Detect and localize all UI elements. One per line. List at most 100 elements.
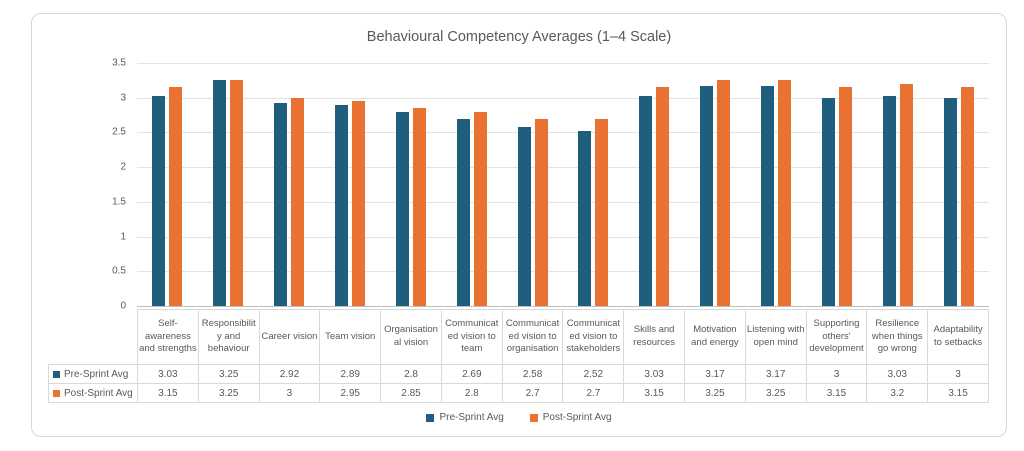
bar-group-skills-and-resources <box>624 63 685 306</box>
y-axis-tick-label: 1.5 <box>112 196 126 208</box>
category-header-cell: Self-awareness and strengths <box>137 309 199 365</box>
bar-pre-sprint-avg <box>517 126 531 306</box>
value-cell: 3.25 <box>197 383 260 403</box>
gridline <box>137 236 989 238</box>
category-header-cell: Listening with open mind <box>744 309 807 365</box>
data-table: Self-awareness and strengths Responsibili… <box>48 309 989 403</box>
plot-area: 0 0.5 1 1.5 2 2.5 3 3.5 <box>112 58 989 312</box>
chart-legend: Pre-Sprint Avg Post-Sprint Avg <box>32 412 1006 423</box>
bar-pre-sprint-avg <box>274 103 288 306</box>
bar-pre-sprint-avg <box>395 111 409 306</box>
category-header-cell: Organisational vision <box>380 309 442 365</box>
value-cell: 2.89 <box>319 364 382 384</box>
legend-item-pre-sprint-avg: Pre-Sprint Avg <box>426 412 504 423</box>
y-axis-tick-label: 3 <box>120 92 126 104</box>
value-cell: 3.15 <box>623 383 686 403</box>
bar-pre-sprint-avg <box>639 95 653 306</box>
gridline <box>137 306 989 307</box>
bar-group-communicated-vision-to-stakeholders <box>563 63 624 306</box>
category-header-cell: Communicated vision to team <box>440 309 503 365</box>
chart-title: Behavioural Competency Averages (1–4 Sca… <box>366 29 672 45</box>
bar-group-resilience-when-things-go-wrong <box>867 63 928 306</box>
bar-post-sprint-avg <box>595 118 609 306</box>
value-cell: 2.69 <box>440 364 503 384</box>
category-header-cell: Supporting others' development <box>805 309 868 365</box>
value-cell: 3.03 <box>623 364 686 384</box>
value-cell: 3.03 <box>866 364 929 384</box>
value-cell: 2.7 <box>562 383 625 403</box>
bar-post-sprint-avg <box>960 87 974 306</box>
bar-group-supporting-others-development <box>806 63 867 306</box>
bar-pre-sprint-avg <box>882 95 896 306</box>
table-corner-cell <box>49 310 138 365</box>
bar-pre-sprint-avg <box>213 80 227 306</box>
gridline <box>137 132 989 134</box>
series-row-post-sprint-avg: Post-Sprint Avg 3.15 3.25 3 2.95 2.85 2.8 2.7 2.… <box>48 383 989 403</box>
bar-pre-sprint-avg <box>821 97 835 306</box>
y-axis-tick-label: 0 <box>120 300 126 312</box>
bar-post-sprint-avg <box>656 87 670 306</box>
bar-group-adaptability-to-setbacks <box>928 63 989 306</box>
category-header-cell: Team vision <box>319 309 382 365</box>
bar-post-sprint-avg <box>534 118 548 306</box>
series-key-swatch <box>53 370 60 378</box>
bar-post-sprint-avg <box>473 111 487 306</box>
series-key-swatch <box>53 389 60 397</box>
bar-post-sprint-avg <box>291 97 305 306</box>
category-header-cell: Responsibility and behaviour <box>197 309 260 365</box>
category-header-cell: Resilience when things go wrong <box>866 309 929 365</box>
bar-group-communicated-vision-to-team <box>441 63 502 306</box>
series-name-cell: Pre-Sprint Avg <box>48 364 138 384</box>
series-row-pre-sprint-avg: Pre-Sprint Avg 3.03 3.25 2.92 2.89 2.8 2.69 2.5… <box>48 364 989 384</box>
bar-group-listening-with-open-mind <box>746 63 807 306</box>
bar-group-organisational-vision <box>380 63 441 306</box>
gridline <box>137 271 989 273</box>
category-header-cell: Adaptability to setbacks <box>927 309 989 365</box>
y-axis-tick-label: 3.5 <box>112 57 126 69</box>
category-header-cell: Communicated vision to organisation <box>501 309 564 365</box>
y-axis-tick-label: 2 <box>120 161 126 173</box>
value-cell: 3.25 <box>684 383 746 403</box>
bar-group-responsibility-and-behaviour <box>198 63 259 306</box>
bar-pre-sprint-avg <box>456 119 470 306</box>
y-axis-tick-label: 2.5 <box>112 126 126 138</box>
bar-pre-sprint-avg <box>943 97 957 306</box>
legend-swatch <box>426 413 435 422</box>
bar-post-sprint-avg <box>838 87 852 306</box>
gridline <box>137 97 989 99</box>
value-cell: 3.15 <box>805 383 868 403</box>
gridline <box>137 201 989 203</box>
category-header-cell: Skills and resources <box>623 309 686 365</box>
value-cell: 2.8 <box>440 383 503 403</box>
bar-post-sprint-avg <box>169 87 183 306</box>
value-cell: 3 <box>258 383 321 403</box>
bar-group-self-awareness-and-strengths <box>137 63 198 306</box>
gridline <box>137 63 989 64</box>
value-cell: 3.17 <box>744 364 807 384</box>
value-cell: 3 <box>927 364 989 384</box>
bar-pre-sprint-avg <box>152 95 166 306</box>
bar-group-motivation-and-energy <box>685 63 746 306</box>
bar-post-sprint-avg <box>778 80 792 306</box>
bar-post-sprint-avg <box>352 101 365 306</box>
value-cell: 2.95 <box>319 383 382 403</box>
legend-item-post-sprint-avg: Post-Sprint Avg <box>529 412 612 423</box>
value-cell: 3.25 <box>197 364 260 384</box>
legend-label: Pre-Sprint Avg <box>439 412 504 423</box>
bar-series <box>137 63 989 306</box>
value-cell: 3.17 <box>684 364 746 384</box>
value-cell: 2.7 <box>501 383 564 403</box>
bar-group-team-vision <box>320 63 381 306</box>
bar-post-sprint-avg <box>717 80 731 306</box>
value-cell: 2.58 <box>501 364 564 384</box>
bar-pre-sprint-avg <box>335 105 348 306</box>
value-cell: 2.92 <box>258 364 321 384</box>
bar-group-communicated-vision-to-organisation <box>502 63 563 306</box>
value-cell: 3.15 <box>927 383 989 403</box>
bar-post-sprint-avg <box>230 80 244 306</box>
category-header-cell: Communicated vision to stakeholders <box>562 309 625 365</box>
value-cell: 3.03 <box>137 364 199 384</box>
y-axis-tick-label: 0.5 <box>112 265 126 277</box>
value-cell: 3.2 <box>866 383 929 403</box>
value-cell: 2.8 <box>380 364 442 384</box>
